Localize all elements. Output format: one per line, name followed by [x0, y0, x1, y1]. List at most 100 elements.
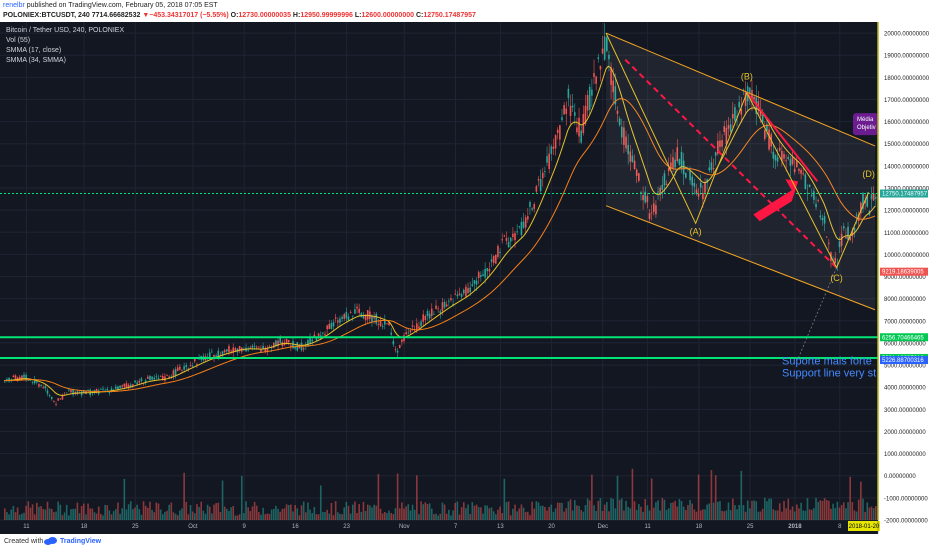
candle-body	[529, 201, 531, 207]
y-tick-label: -2000.00000000	[884, 519, 928, 525]
x-tick-label: 18	[81, 524, 88, 530]
chart-legend: Bitcoin / Tether USD, 240, POLONIEX Vol …	[6, 26, 124, 66]
x-tick-label: 2018	[788, 524, 802, 530]
candle-body	[251, 345, 254, 348]
volume-bar	[670, 502, 672, 520]
candle-body	[347, 316, 350, 321]
volume-bar	[736, 509, 738, 520]
volume-bar	[778, 503, 781, 520]
volume-bar	[740, 470, 743, 520]
candle-body	[597, 57, 600, 59]
volume-bar	[731, 498, 734, 520]
candle-body	[635, 169, 638, 176]
volume-bar	[268, 513, 271, 520]
candle-body	[174, 369, 177, 376]
volume-bar	[759, 511, 762, 520]
candle-body	[215, 355, 217, 358]
volume-bar	[115, 509, 117, 520]
candle-body	[480, 275, 482, 277]
volume-bar	[789, 509, 792, 520]
volume-bar	[360, 511, 363, 520]
down-arrow-icon: ▼	[142, 12, 150, 19]
candle-body	[680, 151, 683, 169]
candle-body	[21, 375, 23, 381]
volume-bar	[503, 478, 506, 520]
candle-body	[484, 269, 486, 278]
volume-bar	[556, 502, 559, 520]
volume-bar	[416, 475, 418, 520]
volume-bar	[842, 502, 845, 520]
volume-bar	[569, 499, 572, 520]
volume-bar	[629, 508, 632, 520]
candle-body	[50, 396, 53, 399]
candle-body	[787, 157, 790, 160]
candle-body	[465, 286, 467, 297]
volume-bar	[603, 504, 606, 520]
candle-body	[315, 336, 318, 341]
candle-body	[623, 127, 625, 145]
volume-bar	[817, 501, 819, 520]
volume-bar	[46, 501, 49, 520]
candle-body	[580, 130, 582, 143]
volume-bar	[599, 498, 602, 520]
candle-body	[258, 346, 260, 348]
volume-bar	[680, 501, 683, 520]
volume-bar	[211, 513, 213, 520]
candle-body	[334, 317, 337, 319]
volume-bar	[606, 501, 608, 520]
author-link[interactable]: renelbr	[3, 2, 25, 9]
candle-body	[108, 392, 111, 394]
candle-body	[870, 194, 873, 200]
volume-bar	[663, 499, 666, 520]
candle-body	[796, 160, 798, 168]
volume-bar	[742, 505, 745, 520]
candle-body	[685, 172, 687, 178]
legend-smma-17[interactable]: SMMA (17, close)	[6, 47, 62, 54]
candle-body	[362, 314, 365, 319]
smma-17-line	[3, 65, 876, 396]
x-tick-label: 20	[548, 524, 555, 530]
candle-body	[381, 325, 384, 327]
candle-body	[488, 268, 491, 272]
candle-body	[527, 216, 529, 220]
candle-body	[294, 346, 296, 349]
candle-body	[392, 340, 395, 345]
candle-body	[159, 376, 162, 377]
legend-volume[interactable]: Vol (55)	[6, 37, 31, 44]
tradingview-link[interactable]: TradingView	[60, 538, 102, 545]
candle-body	[379, 320, 382, 327]
legend-smma-34[interactable]: SMMA (34, SMMA)	[6, 57, 66, 64]
volume-bar	[253, 501, 256, 520]
candle-body	[179, 366, 181, 370]
volume-bar	[309, 509, 311, 520]
candle-body	[264, 348, 267, 353]
candle-body	[221, 351, 224, 356]
candle-body	[386, 323, 388, 325]
volume-bar	[539, 505, 542, 520]
volume-bar	[381, 513, 384, 520]
volume-bar	[821, 500, 824, 520]
x-tick-label: 11	[645, 524, 652, 530]
candle-body	[550, 146, 553, 154]
volume-bar	[270, 509, 273, 520]
today-date-label: 2018-01-20	[849, 524, 880, 530]
price-chart[interactable]: 20000.00000000 19000.00000000 18000.000000…	[0, 22, 932, 534]
chart-area[interactable]: 20000.00000000 19000.00000000 18000.000000…	[0, 22, 932, 534]
candle-body	[800, 169, 802, 174]
candle-body	[712, 168, 715, 169]
volume-bar	[364, 510, 367, 520]
volume-bar	[702, 509, 704, 520]
candle-body	[106, 388, 109, 391]
volume-bar	[134, 507, 136, 520]
volume-bar	[770, 498, 772, 520]
candle-body	[591, 89, 593, 96]
volume-bar	[757, 511, 760, 520]
volume-bar	[55, 511, 57, 520]
candle-body	[665, 183, 668, 185]
candle-body	[757, 101, 760, 109]
candle-body	[778, 147, 781, 151]
candle-body	[388, 322, 390, 326]
candle-body	[409, 330, 412, 333]
candle-body	[821, 217, 824, 221]
volume-bar	[10, 509, 13, 520]
